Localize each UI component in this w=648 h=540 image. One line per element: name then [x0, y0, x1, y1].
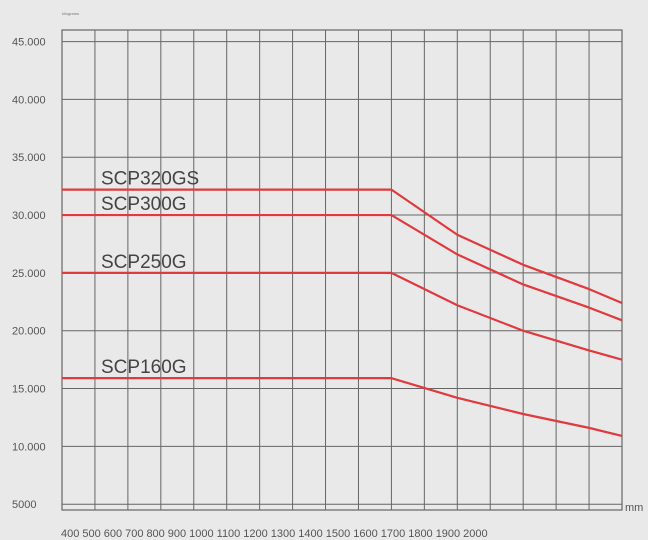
y-tick-label: 35.000 — [12, 152, 46, 164]
x-tick-label: 1400 — [298, 528, 322, 540]
series-line — [62, 213, 623, 322]
x-axis-ticks: 400 500 600 700 800 900 1000 1100 1200 1300 1400 15… — [61, 528, 488, 540]
x-tick-label: 1500 — [326, 528, 350, 540]
series-label: SCP300G — [101, 194, 187, 215]
x-tick-label: 1000 — [189, 528, 213, 540]
x-tick-label: 700 — [125, 528, 143, 540]
x-tick-label: 900 — [168, 528, 186, 540]
y-tick-label: 5000 — [12, 499, 36, 511]
y-tick-label: 30.000 — [12, 210, 46, 222]
series-line — [62, 271, 623, 361]
x-tick-label: 600 — [104, 528, 122, 540]
y-tick-label: 20.000 — [12, 326, 46, 338]
series-label: SCP320GS — [101, 169, 199, 190]
y-tick-label: 25.000 — [12, 268, 46, 280]
x-tick-label: 400 — [61, 528, 79, 540]
x-tick-label: 1900 — [436, 528, 460, 540]
y-axis-unit-label: kilograms — [62, 11, 79, 16]
series-label: SCP160G — [101, 357, 187, 378]
x-tick-label: 1600 — [353, 528, 377, 540]
x-tick-label: 2000 — [463, 528, 487, 540]
series-labels: SCP320GS SCP300G SCP250G SCP160G — [101, 169, 199, 379]
x-tick-label: 500 — [82, 528, 100, 540]
series-line — [62, 377, 623, 438]
x-tick-label: 1100 — [217, 528, 241, 540]
y-tick-label: 15.000 — [12, 384, 46, 396]
y-axis-ticks: 45.000 40.000 35.000 30.000 25.000 20.000 15.0… — [12, 37, 46, 512]
x-tick-label: 1700 — [381, 528, 405, 540]
y-tick-label: 10.000 — [12, 441, 46, 453]
y-tick-label: 40.000 — [12, 94, 46, 106]
y-tick-label: 45.000 — [12, 37, 46, 49]
x-tick-label: 1200 — [243, 528, 267, 540]
series-lines — [62, 188, 623, 438]
x-tick-label: 800 — [146, 528, 164, 540]
series-label: SCP250G — [101, 252, 187, 273]
x-tick-label: 1800 — [408, 528, 432, 540]
plot-frame — [61, 29, 623, 511]
x-axis-unit-label: mm — [625, 502, 643, 514]
series-line — [62, 188, 623, 304]
x-tick-label: 1300 — [271, 528, 295, 540]
